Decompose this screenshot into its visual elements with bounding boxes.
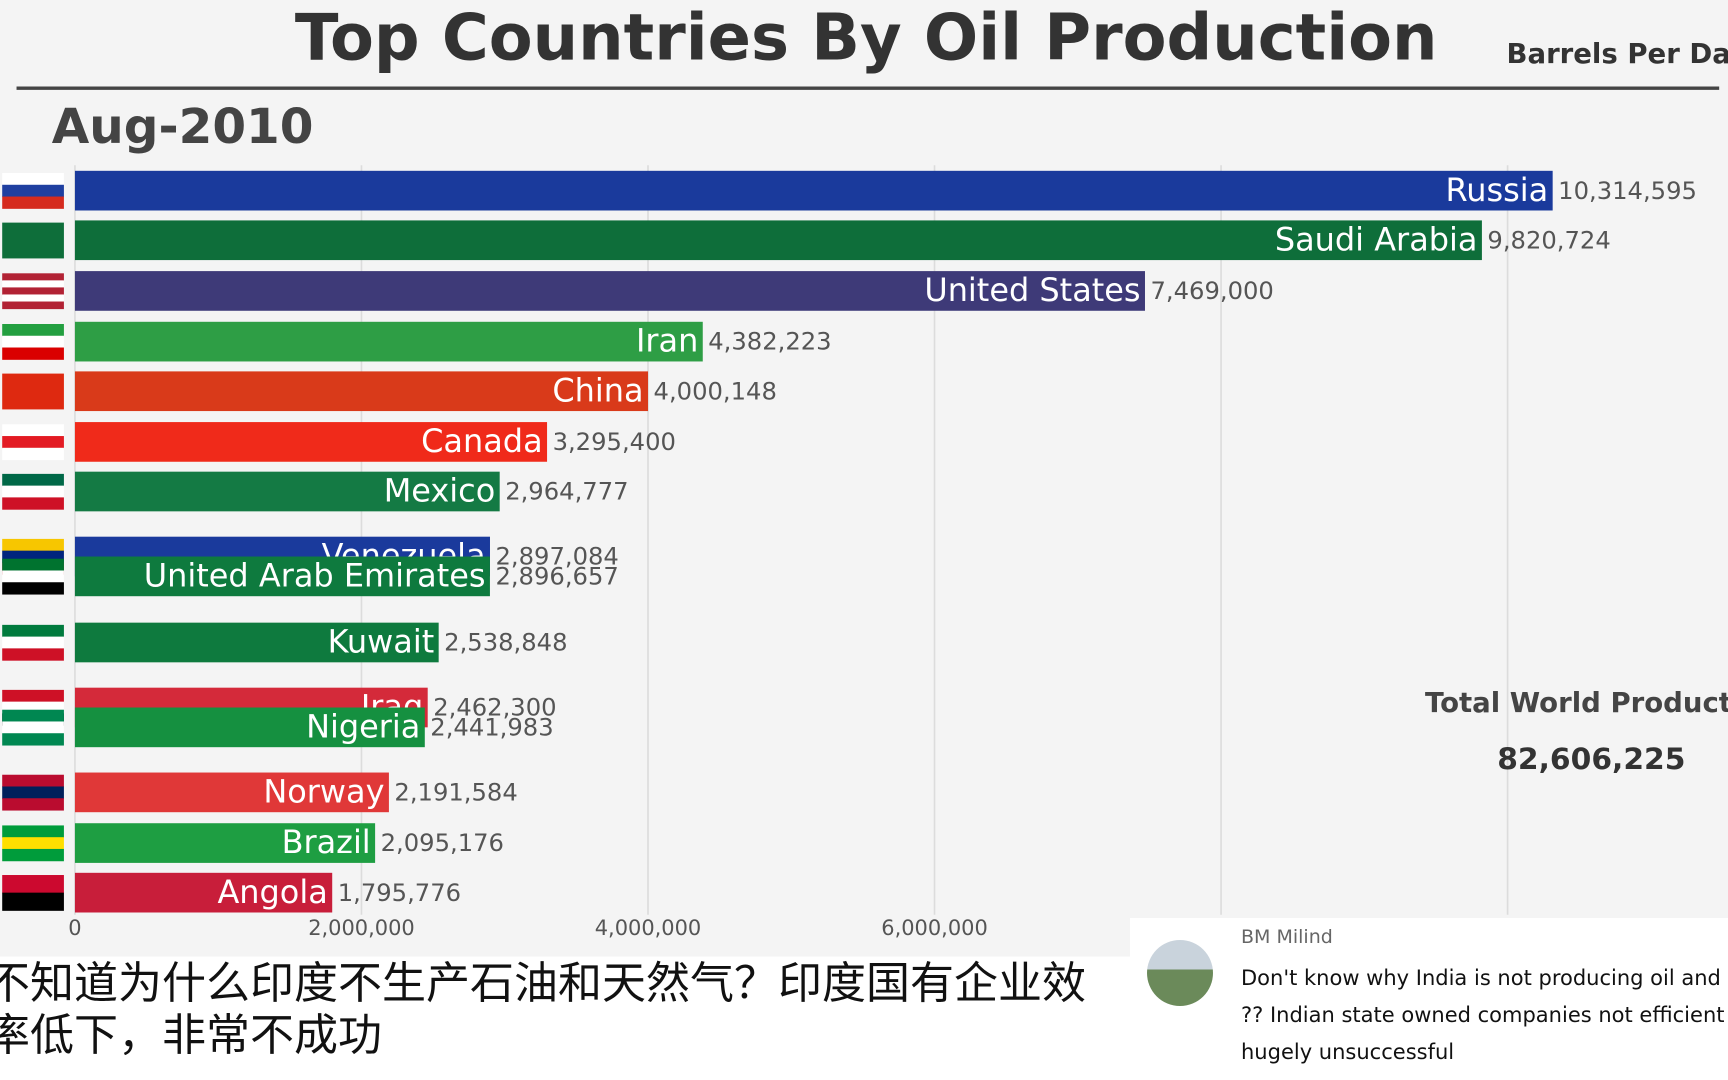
- flag-stripe: [2, 689, 64, 703]
- flag-stripe: [2, 335, 64, 349]
- bar-label: Kuwait: [328, 623, 435, 661]
- value-label: 2,897,084: [496, 542, 619, 571]
- bar-label: Canada: [421, 422, 543, 460]
- subtitle: Barrels Per Day: [1506, 38, 1728, 70]
- flag-stripe: [2, 184, 64, 198]
- flag-stripe: [2, 582, 64, 595]
- flag-stripe: [2, 648, 64, 661]
- bar: [74, 371, 649, 412]
- value-label: 2,538,848: [444, 628, 567, 657]
- value-label: 9,820,724: [1487, 225, 1610, 254]
- bar-label: Norway: [263, 772, 384, 810]
- value-label: 2,095,176: [381, 828, 504, 857]
- date-label: Aug-2010: [52, 99, 314, 155]
- flag-stripe: [2, 447, 64, 461]
- x-tick-label: 4,000,000: [595, 916, 701, 940]
- bars: Russia 10,314,595 Saudi Arabia 9,820,724 Uni…: [2, 171, 1697, 913]
- value-label: 10,314,595: [1558, 176, 1697, 205]
- flag-stripe: [2, 558, 64, 572]
- bar: [74, 321, 703, 362]
- flag-stripe: [2, 825, 64, 838]
- value-label: 2,896,657: [495, 561, 618, 590]
- flag-stripe: [2, 538, 64, 552]
- x-tick-label: 6,000,000: [881, 916, 987, 940]
- comment-author: BM Milind: [1241, 926, 1333, 948]
- flag-stripe: [2, 721, 64, 734]
- bar: [74, 271, 1145, 311]
- bar-label: Saudi Arabia: [1275, 220, 1478, 258]
- flag-stripe: [2, 347, 64, 360]
- flag-stripe: [2, 196, 64, 209]
- flag-stripe: [2, 324, 64, 337]
- flag-stripe: [2, 848, 64, 862]
- flag-stripe: [2, 280, 64, 288]
- value-label: 4,382,223: [708, 327, 831, 356]
- value-label: 4,000,148: [654, 376, 777, 405]
- bar: [74, 622, 439, 663]
- value-label: 7,469,000: [1150, 276, 1273, 305]
- flag-stripe: [2, 875, 64, 894]
- bar-label: Russia: [1446, 171, 1549, 209]
- avatar: [1147, 940, 1213, 1006]
- caption: 不知道为什么印度不生产石油和天然气？印度国有企业效率低下，非常不成功: [0, 958, 1086, 1061]
- bar: [74, 823, 376, 863]
- comment: BM Milind Don't know why India is not pr…: [1130, 918, 1728, 1080]
- flag-stripe: [2, 624, 64, 638]
- bar: [74, 422, 548, 462]
- flag-stripe: [2, 798, 64, 811]
- value-label: 2,441,983: [430, 712, 553, 741]
- flag-stripe: [2, 837, 64, 850]
- flag-stripe: [2, 892, 64, 911]
- flag-stripe: [2, 287, 64, 296]
- bar-label: Iran: [636, 322, 698, 360]
- x-tick-label: 2,000,000: [308, 916, 414, 940]
- flag-stripe: [2, 473, 64, 487]
- value-label: 1,795,776: [338, 878, 461, 907]
- flag-stripe: [2, 301, 64, 310]
- flag-stripe: [2, 222, 64, 259]
- bar-label: Mexico: [384, 472, 496, 510]
- bar-label: United Arab Emirates: [144, 556, 486, 594]
- flag-stripe: [2, 294, 64, 303]
- bar-label: Brazil: [282, 823, 371, 861]
- flag-stripe: [2, 424, 64, 437]
- flag-stripe: [2, 774, 64, 788]
- total-value: 82,606,225: [1497, 742, 1685, 777]
- flag-stripe: [2, 786, 64, 799]
- bar: [74, 772, 389, 813]
- flag-stripe: [2, 273, 64, 281]
- bar: [74, 170, 1553, 211]
- value-label: 2,964,777: [505, 477, 628, 506]
- flag-stripe: [2, 636, 64, 649]
- bar-label: United States: [924, 271, 1140, 309]
- bar-label: Nigeria: [306, 707, 420, 745]
- bar: [74, 707, 425, 748]
- value-label: 3,295,400: [553, 427, 676, 456]
- x-tick-label: 0: [68, 916, 81, 940]
- chart-title: Top Countries By Oil Production: [295, 1, 1438, 75]
- flag-stripe: [2, 709, 64, 723]
- value-label: 2,191,584: [394, 777, 517, 806]
- flag-stripe: [2, 570, 64, 583]
- flag-stripe: [2, 373, 64, 410]
- bar-label: China: [552, 371, 643, 409]
- flag-stripe: [2, 173, 64, 186]
- value-label: 2,462,300: [433, 693, 556, 722]
- bar: [74, 220, 1482, 261]
- bar-label: Angola: [217, 873, 327, 911]
- bar: [74, 471, 500, 512]
- flag-stripe: [2, 733, 64, 746]
- total-label: Total World Production: [1425, 687, 1728, 719]
- flag-stripe: [2, 436, 64, 449]
- flag-stripe: [2, 485, 64, 498]
- flag-stripe: [2, 497, 64, 510]
- bar: [74, 556, 490, 597]
- comment-text: Don't know why India is not producing oi…: [1241, 966, 1728, 1064]
- bar: [74, 872, 333, 913]
